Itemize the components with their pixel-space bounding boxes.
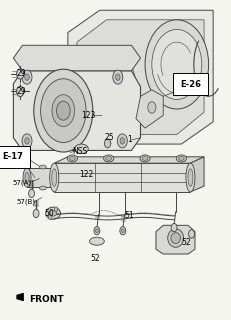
Polygon shape xyxy=(68,10,212,144)
Polygon shape xyxy=(54,157,203,163)
Circle shape xyxy=(95,229,98,233)
Ellipse shape xyxy=(142,156,147,160)
Ellipse shape xyxy=(46,207,60,219)
Ellipse shape xyxy=(23,168,31,187)
Circle shape xyxy=(22,70,32,84)
Text: 52: 52 xyxy=(181,238,190,247)
Circle shape xyxy=(117,134,127,148)
Ellipse shape xyxy=(185,163,194,192)
Text: 51: 51 xyxy=(124,211,134,220)
Circle shape xyxy=(121,229,124,233)
Ellipse shape xyxy=(52,95,74,126)
Ellipse shape xyxy=(49,163,58,192)
Polygon shape xyxy=(190,157,203,192)
Ellipse shape xyxy=(40,79,86,142)
Circle shape xyxy=(94,227,99,235)
Ellipse shape xyxy=(167,229,183,247)
Ellipse shape xyxy=(67,155,77,162)
Ellipse shape xyxy=(39,165,46,169)
Ellipse shape xyxy=(187,169,192,186)
Ellipse shape xyxy=(69,156,75,160)
Text: 29: 29 xyxy=(17,87,26,96)
Text: FRONT: FRONT xyxy=(29,295,63,304)
Text: 50: 50 xyxy=(44,209,54,218)
Ellipse shape xyxy=(103,155,113,162)
Circle shape xyxy=(16,86,24,97)
Ellipse shape xyxy=(176,155,186,162)
Circle shape xyxy=(25,138,29,144)
Circle shape xyxy=(28,189,34,197)
Text: 123: 123 xyxy=(81,111,95,120)
Text: E-26: E-26 xyxy=(179,80,200,89)
Ellipse shape xyxy=(105,156,111,160)
Circle shape xyxy=(54,207,58,212)
Circle shape xyxy=(120,138,124,144)
Ellipse shape xyxy=(52,169,57,186)
Circle shape xyxy=(16,69,24,79)
Ellipse shape xyxy=(49,210,56,216)
Ellipse shape xyxy=(144,20,208,109)
Polygon shape xyxy=(155,225,194,254)
Polygon shape xyxy=(54,163,190,192)
Polygon shape xyxy=(77,20,203,134)
Circle shape xyxy=(48,214,52,220)
Ellipse shape xyxy=(139,155,149,162)
Polygon shape xyxy=(72,64,135,119)
Text: 29: 29 xyxy=(17,69,26,78)
Text: 57(B): 57(B) xyxy=(16,199,35,205)
Circle shape xyxy=(22,134,32,148)
Ellipse shape xyxy=(34,69,92,152)
Circle shape xyxy=(119,227,125,235)
Ellipse shape xyxy=(178,156,183,160)
Text: E-17: E-17 xyxy=(3,152,23,161)
Text: 52: 52 xyxy=(90,254,99,263)
Text: 122: 122 xyxy=(79,170,93,179)
Ellipse shape xyxy=(25,172,29,183)
Polygon shape xyxy=(17,293,24,301)
Text: NSS: NSS xyxy=(72,147,87,156)
Polygon shape xyxy=(13,71,140,150)
Polygon shape xyxy=(13,45,140,71)
Circle shape xyxy=(115,74,120,80)
Circle shape xyxy=(104,139,110,148)
Polygon shape xyxy=(27,168,54,187)
Text: 25: 25 xyxy=(104,132,113,141)
Circle shape xyxy=(112,70,122,84)
Circle shape xyxy=(188,230,194,238)
Ellipse shape xyxy=(39,186,46,190)
Text: 57(A): 57(A) xyxy=(13,179,32,186)
Circle shape xyxy=(25,74,29,80)
Text: 1: 1 xyxy=(126,135,131,144)
Polygon shape xyxy=(135,90,162,128)
Circle shape xyxy=(170,223,176,232)
Circle shape xyxy=(147,102,155,113)
Ellipse shape xyxy=(170,233,180,244)
Ellipse shape xyxy=(151,29,201,100)
Ellipse shape xyxy=(74,144,88,154)
Circle shape xyxy=(56,101,70,120)
Ellipse shape xyxy=(89,237,104,245)
Circle shape xyxy=(33,209,39,218)
